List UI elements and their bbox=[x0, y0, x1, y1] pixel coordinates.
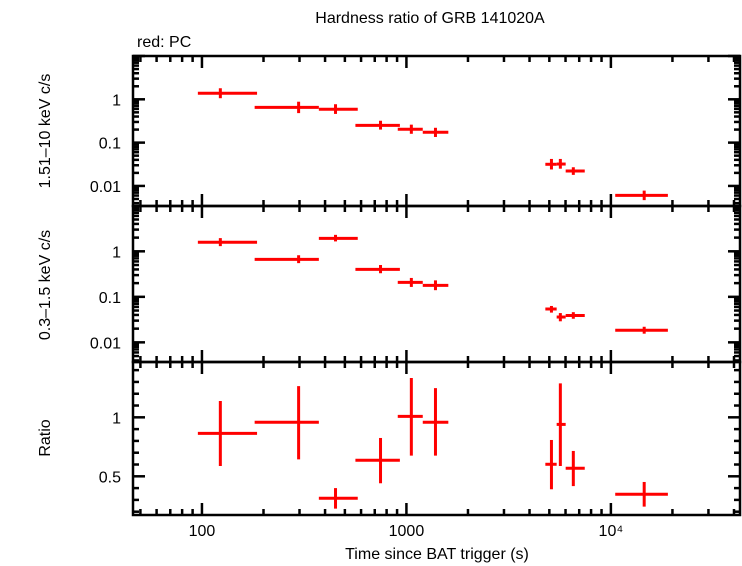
legend-note: red: PC bbox=[137, 34, 191, 51]
data-point bbox=[615, 481, 668, 507]
data-point bbox=[318, 104, 358, 114]
panel-frame bbox=[131, 360, 742, 517]
x-tick-label: 100 bbox=[189, 523, 216, 540]
y-tick-label: 1 bbox=[112, 244, 121, 261]
y-tick-label: 0.01 bbox=[90, 179, 121, 196]
panel-1: 1 0.1 0.01 1.51–10 keV c/s bbox=[37, 54, 742, 208]
y-tick-label: 1 bbox=[112, 410, 121, 427]
data-point bbox=[615, 326, 668, 334]
x-axis-label: Time since BAT trigger (s) bbox=[345, 546, 529, 563]
data-point bbox=[545, 305, 557, 313]
data-point bbox=[254, 255, 319, 264]
data-point bbox=[197, 88, 258, 99]
data-point bbox=[422, 280, 449, 291]
data-point bbox=[355, 437, 400, 484]
data-point bbox=[355, 265, 400, 274]
data-point bbox=[397, 277, 423, 287]
data-point bbox=[197, 238, 258, 247]
data-point bbox=[556, 158, 566, 169]
y-axis-label: 1.51–10 keV c/s bbox=[37, 74, 54, 189]
chart-title: Hardness ratio of GRB 141020A bbox=[315, 10, 545, 27]
data-point bbox=[565, 167, 585, 175]
data-point bbox=[197, 401, 258, 467]
data-point bbox=[565, 450, 585, 487]
y-axis-label: 0.3–1.5 keV c/s bbox=[37, 230, 54, 340]
data-point bbox=[422, 127, 449, 137]
panel-3: 1 0.5 Ratio bbox=[37, 360, 742, 517]
data-point bbox=[565, 312, 585, 319]
y-axis-label: Ratio bbox=[37, 419, 54, 456]
data-point bbox=[397, 378, 423, 456]
data-point bbox=[254, 386, 319, 460]
plot-panels: 1 0.1 0.01 1.51–10 keV c/s 1 0.1 0.01 0.3–1.5 k… bbox=[37, 54, 742, 540]
y-tick-label: 0.01 bbox=[90, 335, 121, 352]
data-point bbox=[556, 313, 566, 322]
data-point bbox=[397, 124, 423, 134]
y-tick-label: 0.1 bbox=[99, 136, 121, 153]
data-point bbox=[556, 383, 566, 467]
panel-2: 1 0.1 0.01 0.3–1.5 keV c/s bbox=[37, 204, 742, 364]
data-point bbox=[615, 190, 668, 201]
data-point bbox=[254, 101, 319, 114]
data-point bbox=[545, 158, 557, 170]
y-tick-label: 0.1 bbox=[99, 290, 121, 307]
y-tick-label: 0.5 bbox=[99, 469, 121, 486]
data-point bbox=[422, 388, 449, 456]
data-point bbox=[355, 120, 400, 130]
x-tick-label: 1000 bbox=[389, 523, 425, 540]
y-tick-label: 1 bbox=[112, 92, 121, 109]
data-point bbox=[318, 488, 358, 509]
data-point bbox=[318, 234, 358, 242]
data-point bbox=[545, 439, 557, 490]
x-tick-label: 10⁴ bbox=[599, 523, 624, 540]
